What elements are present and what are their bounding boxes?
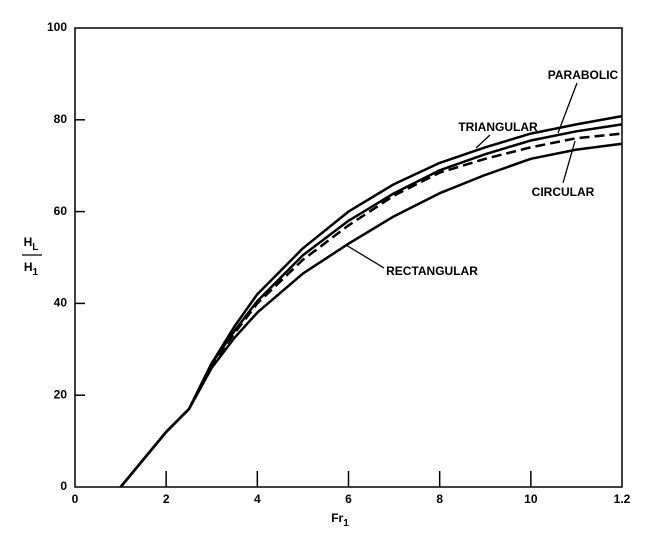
x-tick-label: 1.2 [614, 492, 631, 506]
x-axis-label: Fr1 [331, 511, 349, 528]
y-tick-label: 80 [54, 112, 68, 126]
y-label-bottom: H1 [24, 260, 39, 277]
series-label: PARABOLIC [548, 68, 619, 82]
plot-frame [74, 27, 623, 488]
y-label-bottom-sub: 1 [33, 267, 39, 278]
y-tick-label: 0 [60, 479, 67, 493]
y-tick-label: 60 [54, 204, 68, 218]
x-tick-label: 0 [72, 492, 79, 506]
x-tick-label: 8 [436, 492, 443, 506]
series-line [119, 142, 623, 488]
series-line [119, 123, 623, 488]
y-label-top-text: H [24, 235, 33, 249]
annotation-leader [345, 244, 385, 269]
y-tick-label: 40 [54, 296, 68, 310]
x-tick-label: 10 [524, 492, 538, 506]
annotation-leader [562, 140, 576, 184]
x-label-text: Fr [331, 511, 343, 525]
series-label: RECTANGULAR [386, 264, 478, 278]
y-label-top-sub: L [32, 242, 38, 253]
series-label: TRIANGULAR [458, 120, 538, 134]
y-label-bottom-text: H [24, 260, 33, 274]
annotation-leader [557, 82, 578, 134]
y-tick-label: 100 [47, 20, 67, 34]
x-tick-label: 6 [345, 492, 352, 506]
series-label: CIRCULAR [532, 185, 595, 199]
y-label-top: HL [24, 235, 39, 252]
x-tick-label: 2 [163, 492, 170, 506]
series-line [119, 114, 623, 488]
x-label-sub: 1 [343, 518, 349, 529]
annotation-leader [475, 134, 491, 149]
y-tick-label: 20 [54, 387, 68, 401]
x-tick-label: 4 [254, 492, 261, 506]
